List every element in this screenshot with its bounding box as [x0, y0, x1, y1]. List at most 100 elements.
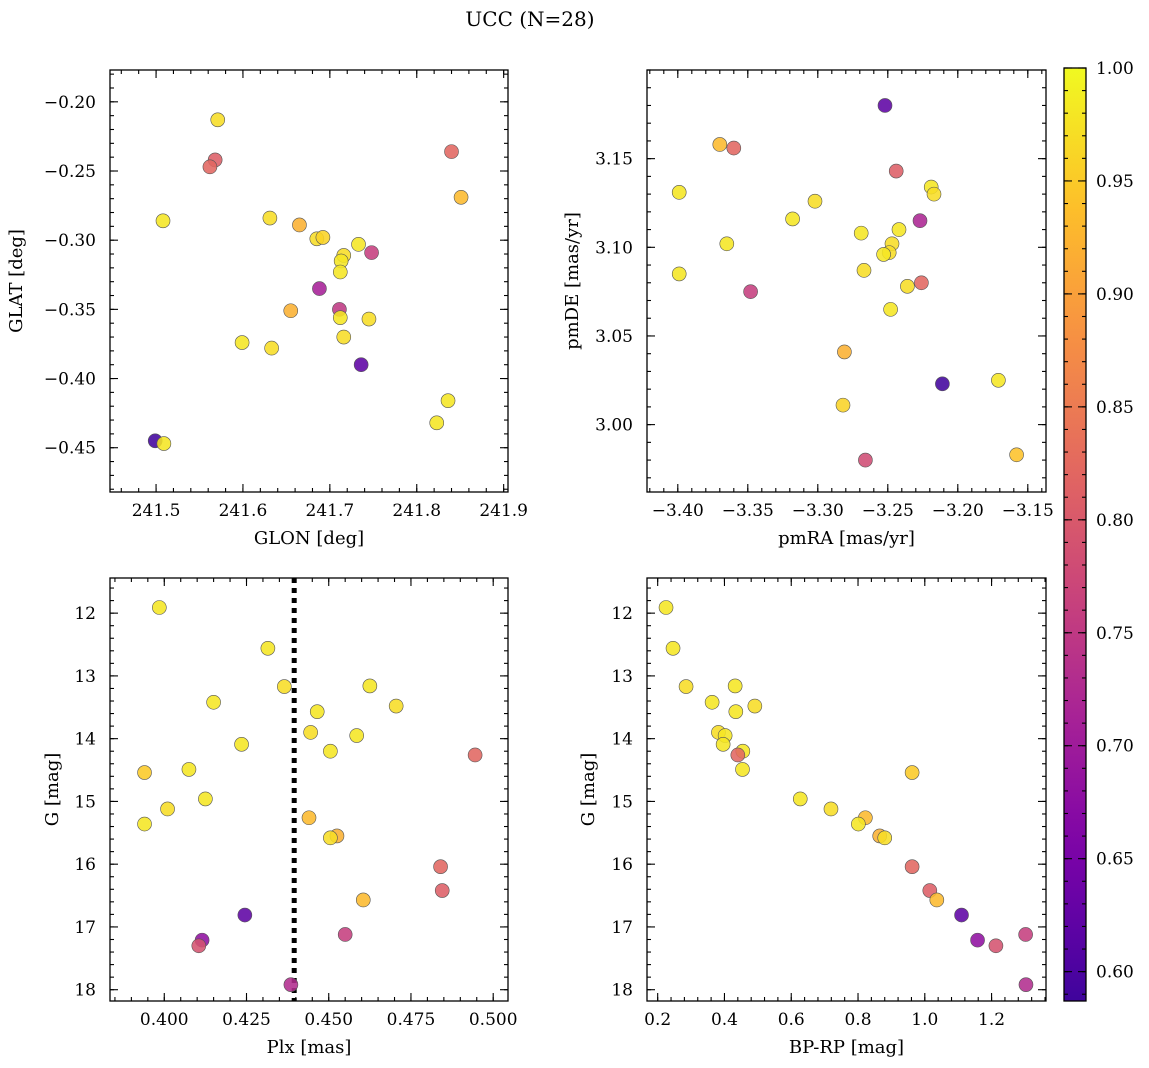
axes-frame [646, 577, 1047, 1002]
scatter-point [912, 213, 928, 229]
x-tick-label: −3.40 [652, 501, 704, 521]
scatter-point [671, 185, 687, 200]
colorbar-gradient [1064, 68, 1086, 1001]
x-tick-label: 0.4 [711, 1010, 738, 1030]
scatter-point [155, 213, 171, 229]
axis-ticks [110, 578, 508, 1001]
scatter-point [730, 747, 746, 763]
y-tick-label: 3.10 [595, 238, 633, 258]
y-tick-label: 18 [611, 981, 633, 1001]
scatter-point [453, 189, 469, 205]
x-tick-label: 0.450 [304, 1010, 353, 1030]
scatter-point [954, 907, 969, 923]
x-tick-label: 241.6 [219, 501, 268, 521]
x-tick-label: 241.9 [479, 501, 528, 521]
scatter-point [332, 264, 348, 280]
y-tick-label: −0.45 [44, 439, 96, 459]
scatter-point [467, 747, 483, 763]
scatter-point [156, 436, 172, 451]
scatter-point [181, 762, 197, 777]
y-tick-label: 15 [74, 792, 96, 812]
scatter-point [856, 263, 872, 278]
axes-frame [646, 69, 1047, 493]
scatter-point [315, 230, 331, 245]
scatter-point [234, 737, 249, 752]
x-tick-label: −3.35 [722, 501, 774, 521]
scatter-point [929, 892, 945, 908]
x-tick-label: −3.20 [932, 501, 984, 521]
scatter-point [362, 678, 378, 694]
y-tick-label: −0.40 [44, 370, 96, 390]
scatter-point [440, 393, 456, 408]
y-tick-label: 16 [611, 855, 633, 875]
figure-title: UCC (N=28) [465, 7, 594, 31]
scatter-point [785, 211, 800, 227]
y-tick-label: 18 [74, 981, 96, 1001]
x-axis-label: pmRA [mas/yr] [778, 528, 915, 549]
scatter-point [198, 791, 213, 807]
x-tick-label: 0.475 [387, 1010, 436, 1030]
scatter-point [301, 810, 317, 826]
x-tick-label: −3.15 [1002, 501, 1054, 521]
scatter-point [152, 600, 167, 615]
scatter-point [900, 279, 915, 294]
scatter-point [988, 938, 1004, 954]
scatter-point [332, 310, 348, 325]
y-tick-label: 16 [74, 855, 96, 875]
colorbar-tick-label: 0.80 [1096, 511, 1134, 531]
scatter-point [888, 163, 904, 179]
scatter-point [726, 140, 742, 156]
colorbar: 0.60 0.65 0.70 0.75 0.80 0.85 0.90 0.95 1.00 [1063, 59, 1134, 1002]
y-tick-label: −0.35 [44, 300, 96, 320]
scatter-point [735, 762, 750, 777]
scatter-point [743, 284, 758, 299]
y-tick-label: 13 [74, 667, 96, 687]
scatter-point [264, 340, 279, 356]
x-tick-label: 0.8 [844, 1010, 871, 1030]
scatter-point [1009, 447, 1024, 463]
scatter-points [147, 112, 469, 451]
colorbar-tick-label: 0.65 [1096, 850, 1134, 870]
scatter-point [877, 98, 893, 113]
axis-ticks [647, 69, 1046, 492]
axes-frame [109, 577, 509, 1002]
y-tick-label: 13 [611, 667, 633, 687]
scatter-point [351, 237, 366, 252]
x-tick-label: 0.2 [644, 1010, 671, 1030]
y-tick-label: 3.15 [595, 150, 633, 170]
x-tick-label: 241.8 [392, 501, 441, 521]
scatter-point [388, 698, 404, 714]
scatter-point [876, 247, 891, 262]
scatter-point [747, 698, 763, 714]
axis-ticks [110, 70, 508, 492]
scatter-point [323, 830, 338, 846]
colorbar-tick-label: 0.90 [1096, 285, 1134, 305]
scatter-point [658, 600, 674, 615]
scatter-point [719, 236, 735, 252]
panel-plx-g: 0.400 0.425 0.450 0.475 0.500 12 13 14 15 16 17 18 P… [42, 577, 518, 1058]
scatter-point [283, 303, 299, 319]
scatter-point [434, 883, 450, 898]
scatter-point [234, 335, 250, 350]
x-tick-label: 1.0 [911, 1010, 938, 1030]
x-axis-label: Plx [mas] [267, 1037, 352, 1058]
scatter-point [835, 397, 851, 413]
scatter-points [658, 600, 1034, 992]
y-tick-label: −0.25 [44, 162, 96, 182]
scatter-point [349, 728, 364, 743]
scatter-point [715, 737, 731, 752]
y-tick-label: 3.05 [595, 327, 633, 347]
colorbar-tick-label: 1.00 [1096, 59, 1134, 79]
scatter-point [853, 225, 869, 241]
scatter-point [671, 266, 687, 282]
y-axis-label: G [mag] [578, 753, 599, 826]
scatter-point [678, 679, 694, 694]
y-tick-label: 17 [74, 918, 96, 938]
x-tick-label: 0.500 [469, 1010, 518, 1030]
colorbar-frame [1063, 67, 1087, 1002]
panel-glon-glat: 241.5 241.6 241.7 241.8 241.9 −0.45 −0.40 −0.35… [6, 69, 528, 549]
x-tick-label: 0.6 [778, 1010, 805, 1030]
scatter-point [210, 112, 226, 128]
scatter-point [312, 281, 327, 296]
